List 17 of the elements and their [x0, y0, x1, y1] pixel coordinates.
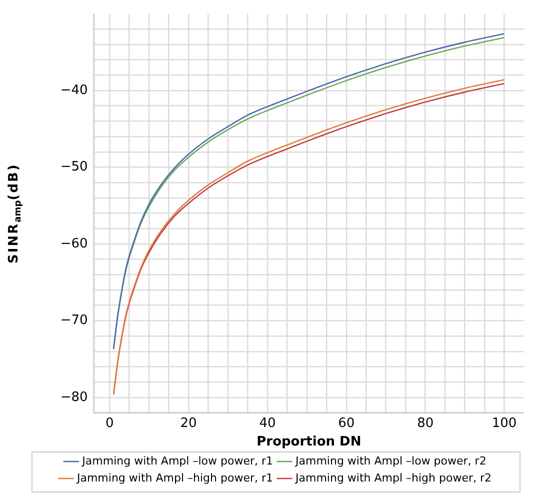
x-tick-label: 40: [259, 416, 276, 431]
legend-label: Jamming with Ampl –low power, r1: [81, 454, 274, 468]
legend-label: Jamming with Ampl –high power, r2: [294, 471, 492, 484]
x-tick-label: 20: [180, 416, 197, 431]
x-tick-label: 100: [492, 416, 517, 431]
y-tick-label: −50: [60, 160, 88, 175]
x-tick-label: 80: [417, 416, 434, 431]
y-tick-label: −80: [60, 390, 88, 405]
legend-label: Jamming with Ampl –low power, r2: [294, 454, 486, 468]
legend-label: Jamming with Ampl –high power, r1: [76, 471, 274, 484]
x-axis-title: Proportion DN: [256, 434, 362, 450]
y-tick-label: −60: [60, 236, 88, 252]
x-tick-label: 0: [105, 416, 114, 431]
y-tick-label: −70: [60, 313, 88, 328]
text: SINRamp(dB): [6, 164, 24, 264]
y-tick-label: −40: [60, 82, 88, 98]
x-tick-label: 60: [338, 416, 355, 431]
